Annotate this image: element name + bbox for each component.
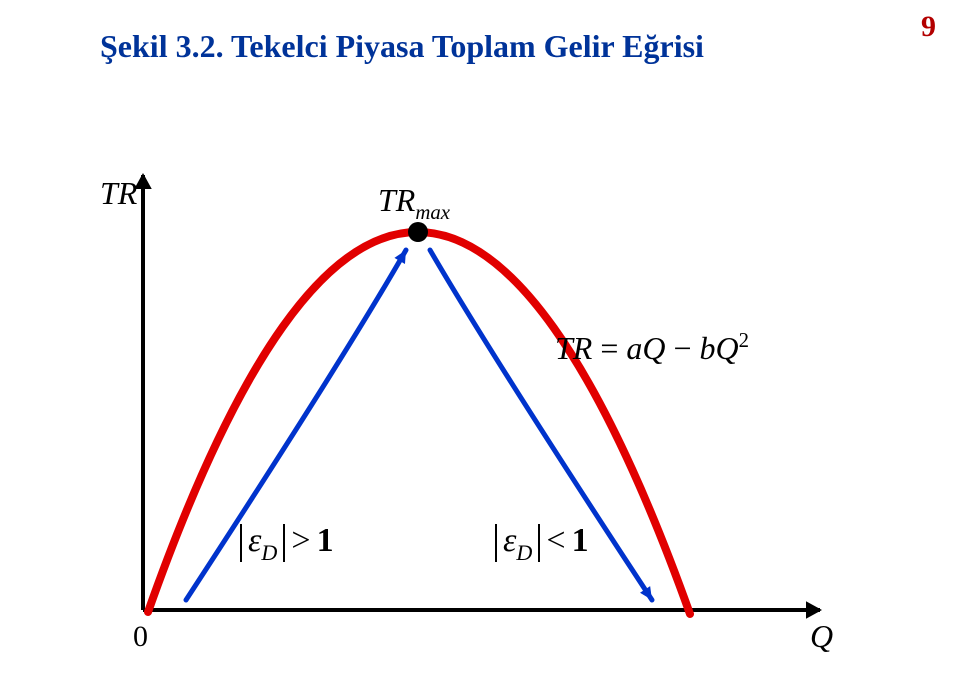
y-axis-label: TR bbox=[100, 175, 137, 212]
origin-label: 0 bbox=[133, 620, 148, 654]
chart-canvas bbox=[0, 0, 959, 678]
equation-label: TR = aQ − bQ2 bbox=[555, 330, 749, 367]
left-elasticity-label: εD>1 bbox=[240, 522, 334, 562]
x-axis-label: Q bbox=[810, 618, 833, 655]
right-elasticity-label: εD<1 bbox=[495, 522, 589, 562]
tr-max-label: TRmax bbox=[378, 182, 450, 219]
